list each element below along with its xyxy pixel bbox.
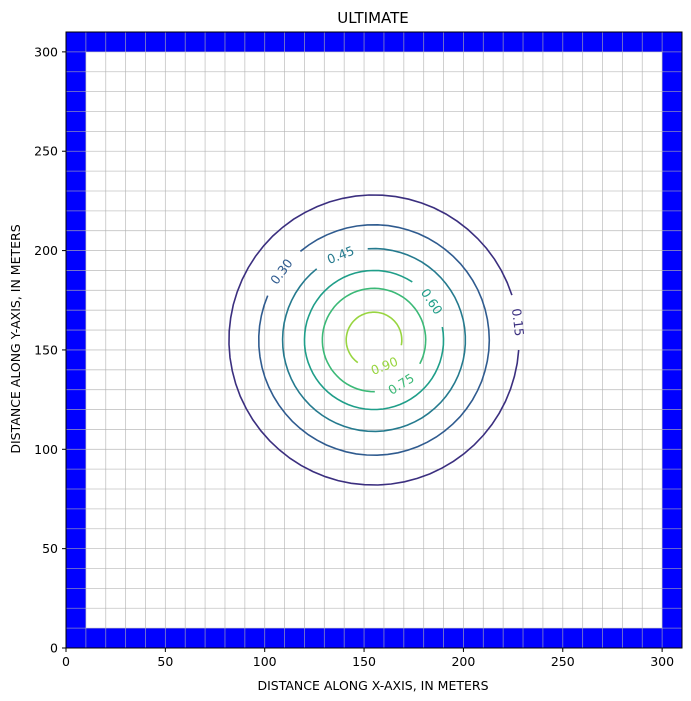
contour-line <box>303 269 445 411</box>
y-axis-label: DISTANCE ALONG Y-AXIS, IN METERS <box>8 224 23 453</box>
axis-ticks: 0 50 100 150 200 250 300 0 50 100 150 200 250 300 <box>34 44 674 669</box>
y-tick-label: 200 <box>34 243 58 258</box>
x-tick-label: 200 <box>451 654 475 669</box>
x-tick-label: 250 <box>551 654 575 669</box>
axes-frame <box>65 31 683 649</box>
contour-line <box>345 311 403 364</box>
x-tick-label: 50 <box>157 654 173 669</box>
y-tick-label: 300 <box>34 44 58 59</box>
x-tick-label: 100 <box>253 654 277 669</box>
y-tick-label: 250 <box>34 144 58 159</box>
contour-0.45: 0.45 <box>281 243 467 433</box>
y-tick-label: 100 <box>34 442 58 457</box>
plot-area: 0.150.300.450.600.750.90 <box>65 31 683 649</box>
contour-line <box>257 223 491 457</box>
model-grid <box>66 32 682 648</box>
contour-line <box>281 247 467 433</box>
y-tick-label: 0 <box>50 641 58 656</box>
active-domain <box>85 51 663 629</box>
x-tick-label: 150 <box>352 654 376 669</box>
y-tick-label: 150 <box>34 342 58 357</box>
contour-label: 0.15 <box>509 308 527 337</box>
contour-line <box>321 287 427 393</box>
y-tick-label: 50 <box>42 541 58 556</box>
x-axis-label: DISTANCE ALONG X-AXIS, IN METERS <box>257 678 488 693</box>
contour-line <box>228 194 520 486</box>
x-tick-label: 0 <box>62 654 70 669</box>
x-tick-label: 300 <box>650 654 674 669</box>
chart-title: ULTIMATE <box>337 9 409 27</box>
contour-0.15: 0.15 <box>228 194 527 486</box>
